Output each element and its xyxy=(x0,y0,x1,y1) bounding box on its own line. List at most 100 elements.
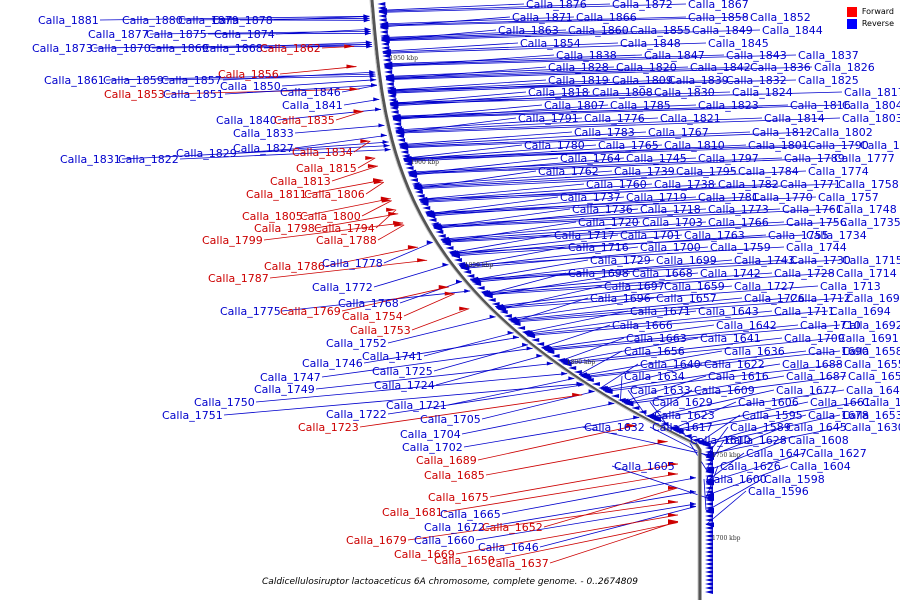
gene-leader xyxy=(671,401,737,430)
gene-label: Calla_1824 xyxy=(732,86,793,99)
gene-leader xyxy=(331,165,379,182)
gene-arrow xyxy=(631,406,640,410)
gene-label: Calla_1872 xyxy=(612,0,673,11)
gene-leader xyxy=(275,28,371,35)
gene-leader xyxy=(353,140,371,153)
gene-leader xyxy=(673,401,809,431)
gene-arrow xyxy=(562,362,571,366)
gene-leader xyxy=(378,3,611,12)
gene-arrow xyxy=(381,46,390,50)
gene-label: Calla_1724 xyxy=(374,379,435,392)
gene-arrow xyxy=(380,38,389,42)
gene-leader xyxy=(470,259,789,280)
gene-leader xyxy=(541,324,611,348)
gene-arrow xyxy=(705,566,713,570)
gene-label: Calla_1836 xyxy=(750,61,811,74)
gene-label: Calla_1838 xyxy=(556,49,617,62)
gene-label: Calla_1628 xyxy=(726,434,787,447)
gene-label: Calla_1729 xyxy=(590,254,651,267)
gene-leader xyxy=(392,104,543,119)
gene-leader xyxy=(164,75,376,81)
gene-leader xyxy=(387,316,496,344)
gene-arrow xyxy=(437,234,446,238)
gene-label: Calla_1678 xyxy=(808,409,869,422)
gene-arrow xyxy=(387,90,396,94)
gene-leader xyxy=(580,350,723,377)
gene-arrow xyxy=(668,512,678,517)
gene-arrow xyxy=(668,471,678,476)
gene-leader xyxy=(705,426,843,455)
gene-leader xyxy=(408,157,559,175)
gene-leader xyxy=(527,310,829,337)
gene-arrow xyxy=(705,514,713,518)
gene-label: Calla_1788 xyxy=(316,234,377,247)
gene-arrow xyxy=(633,415,640,420)
gene-label: Calla_1690 xyxy=(808,345,869,358)
gene-leader xyxy=(315,363,553,390)
gene-label: Calla_1807 xyxy=(544,99,605,112)
gene-label: Calla_1671 xyxy=(630,305,691,318)
gene-leader xyxy=(359,394,583,428)
gene-arrow xyxy=(411,182,420,186)
gene-label: Calla_1877 xyxy=(88,28,149,41)
gene-arrow xyxy=(690,475,696,480)
gene-label: Calla_1608 xyxy=(788,434,849,447)
gene-label: Calla_1767 xyxy=(648,126,709,139)
gene-leader xyxy=(451,234,767,257)
gene-label: Calla_1790 xyxy=(808,139,869,152)
gene-leader xyxy=(459,246,785,266)
gene-label: Calla_1871 xyxy=(512,11,573,24)
gene-leader xyxy=(277,108,382,121)
gene-leader xyxy=(496,285,733,308)
gene-arrow xyxy=(573,370,582,374)
gene-arrow xyxy=(445,246,454,250)
gene-leader xyxy=(403,144,807,159)
gene-leader xyxy=(510,297,789,322)
gene-arrow xyxy=(369,74,376,79)
gene-label: Calla_1856 xyxy=(218,68,279,81)
gene-leader xyxy=(407,157,697,173)
gene-leader xyxy=(524,310,697,335)
gene-arrow xyxy=(382,140,389,145)
gene-arrow xyxy=(466,274,475,278)
gene-label: Calla_1652 xyxy=(482,521,543,534)
gene-leader xyxy=(544,324,799,350)
gene-label: Calla_1747 xyxy=(260,371,321,384)
gene-arrow xyxy=(389,106,398,110)
gene-arrow xyxy=(455,279,462,284)
gene-arrow xyxy=(380,133,387,138)
gene-leader xyxy=(224,84,378,95)
gene-label: Calla_1743 xyxy=(734,254,795,267)
gene-arrow xyxy=(396,134,405,138)
gene-label: Calla_1629 xyxy=(652,396,713,409)
gene-label: Calla_1604 xyxy=(790,460,851,473)
gene-leader xyxy=(407,501,679,541)
gene-label: Calla_1846 xyxy=(280,86,341,99)
gene-leader xyxy=(604,363,843,392)
gene-leader xyxy=(482,272,773,295)
gene-label: Calla_1692 xyxy=(842,319,900,332)
gene-arrow xyxy=(428,218,437,222)
gene-label: Calla_1756 xyxy=(786,216,847,229)
gene-arrow xyxy=(442,242,451,246)
gene-arrow xyxy=(430,222,439,226)
gene-label: Calla_1769 xyxy=(280,305,341,318)
gene-label: Calla_1804 xyxy=(842,99,900,112)
gene-arrow xyxy=(383,62,392,66)
gene-arrow xyxy=(522,342,529,347)
gene-arrow xyxy=(683,434,692,438)
gene-arrow xyxy=(705,574,713,578)
gene-leader xyxy=(705,478,763,512)
gene-label: Calla_1701 xyxy=(620,229,681,242)
gene-arrow xyxy=(377,2,386,6)
gene-label: Calla_1644 xyxy=(846,384,900,397)
gene-label: Calla_1798 xyxy=(254,222,315,235)
gene-arrow xyxy=(705,586,713,590)
gene-label: Calla_1645 xyxy=(786,421,847,434)
gene-label: Calla_1694 xyxy=(830,305,891,318)
gene-leader xyxy=(442,221,785,242)
gene-label: Calla_1853 xyxy=(104,88,165,101)
gene-leader xyxy=(599,363,639,389)
gene-arrow xyxy=(367,164,378,169)
